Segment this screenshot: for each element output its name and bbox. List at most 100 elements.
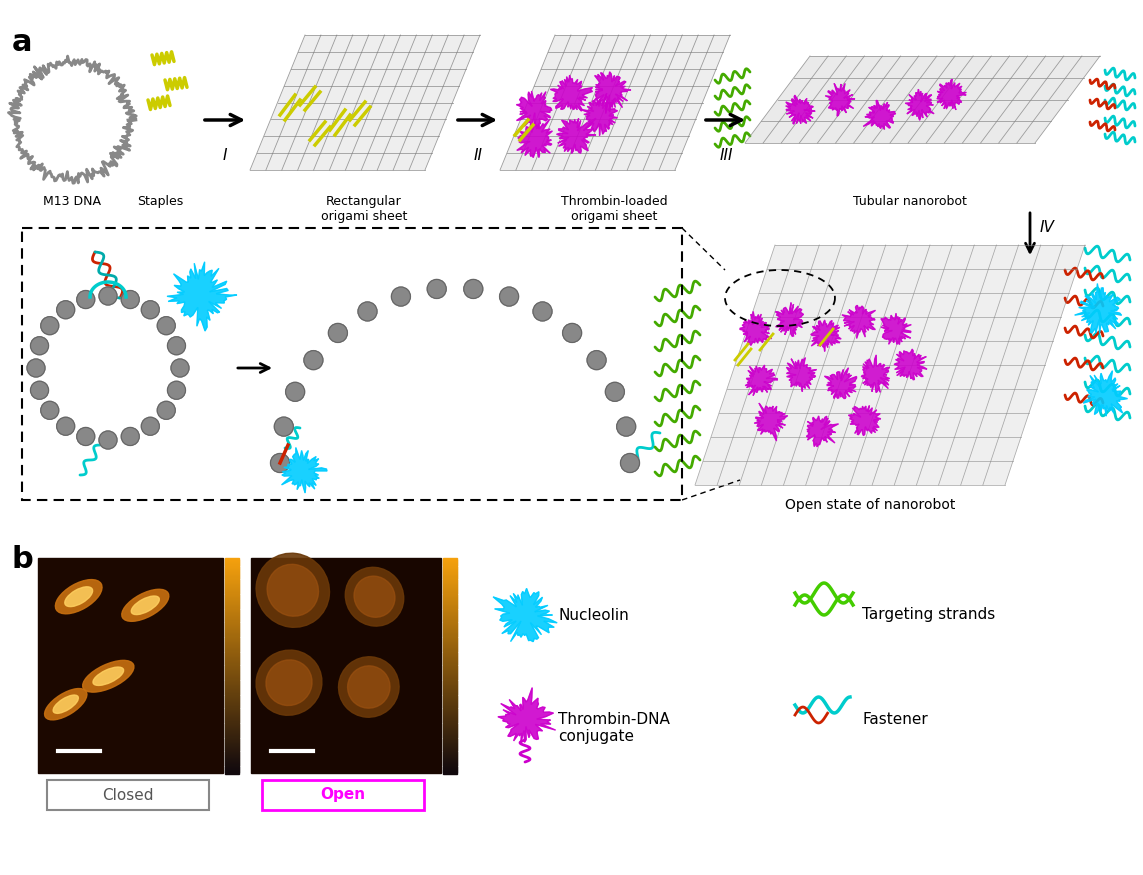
Polygon shape xyxy=(557,118,596,154)
Bar xyxy=(443,752,457,754)
Bar xyxy=(443,669,457,673)
Bar xyxy=(443,719,457,723)
Polygon shape xyxy=(848,406,881,436)
Bar xyxy=(443,672,457,676)
Bar xyxy=(225,743,239,746)
Polygon shape xyxy=(250,35,480,170)
Bar xyxy=(443,753,457,757)
FancyBboxPatch shape xyxy=(47,780,209,810)
Bar xyxy=(225,597,239,600)
Bar xyxy=(443,575,457,578)
Bar xyxy=(443,697,457,701)
Ellipse shape xyxy=(266,660,312,705)
Circle shape xyxy=(57,417,74,435)
Bar xyxy=(225,741,239,744)
Polygon shape xyxy=(1084,371,1127,416)
Ellipse shape xyxy=(267,564,319,616)
Bar xyxy=(443,573,457,577)
Bar xyxy=(225,626,239,630)
Bar xyxy=(251,558,441,773)
Polygon shape xyxy=(894,349,927,380)
Bar xyxy=(225,579,239,583)
Bar xyxy=(443,625,457,627)
Polygon shape xyxy=(775,303,804,336)
Bar xyxy=(443,766,457,770)
Text: IV: IV xyxy=(1040,220,1055,235)
Bar xyxy=(443,687,457,690)
Polygon shape xyxy=(810,320,841,352)
Bar xyxy=(443,642,457,645)
Bar xyxy=(225,634,239,636)
Bar xyxy=(225,769,239,772)
Bar xyxy=(225,607,239,611)
Bar xyxy=(225,622,239,626)
Bar xyxy=(443,745,457,748)
Bar xyxy=(225,638,239,640)
Bar xyxy=(225,591,239,593)
Bar xyxy=(225,584,239,587)
Bar xyxy=(443,607,457,611)
Bar xyxy=(225,640,239,643)
Polygon shape xyxy=(499,35,730,170)
Bar xyxy=(225,762,239,766)
Ellipse shape xyxy=(354,576,395,617)
Polygon shape xyxy=(863,101,896,130)
Bar xyxy=(443,715,457,718)
Bar xyxy=(225,760,239,763)
Bar xyxy=(443,713,457,716)
Bar xyxy=(225,588,239,592)
Bar xyxy=(225,724,239,727)
Circle shape xyxy=(41,317,58,334)
Bar xyxy=(225,682,239,686)
Bar xyxy=(225,756,239,759)
Bar xyxy=(225,766,239,770)
Bar xyxy=(225,582,239,584)
Bar xyxy=(443,681,457,683)
Bar xyxy=(443,601,457,604)
Bar xyxy=(225,612,239,615)
Bar xyxy=(443,769,457,772)
Circle shape xyxy=(171,359,189,377)
Bar xyxy=(225,728,239,731)
Bar xyxy=(443,582,457,584)
Circle shape xyxy=(158,317,175,334)
Text: Thrombin-loaded
origami sheet: Thrombin-loaded origami sheet xyxy=(561,195,668,223)
Bar xyxy=(443,704,457,707)
Polygon shape xyxy=(517,120,552,158)
Bar xyxy=(443,728,457,731)
Bar xyxy=(225,614,239,617)
Ellipse shape xyxy=(256,650,322,715)
Bar xyxy=(225,738,239,742)
Bar xyxy=(443,564,457,568)
Bar xyxy=(443,771,457,774)
Text: M13 DNA: M13 DNA xyxy=(43,195,101,208)
Text: I: I xyxy=(223,148,227,163)
Bar xyxy=(225,696,239,699)
Text: b: b xyxy=(11,545,34,574)
Circle shape xyxy=(617,417,636,436)
Bar xyxy=(225,620,239,624)
Ellipse shape xyxy=(53,695,79,713)
Bar xyxy=(225,625,239,627)
Circle shape xyxy=(606,382,624,402)
Polygon shape xyxy=(862,355,889,393)
Bar xyxy=(225,710,239,714)
Bar xyxy=(225,691,239,695)
Circle shape xyxy=(286,382,305,402)
Bar xyxy=(443,706,457,710)
Bar xyxy=(443,569,457,572)
Ellipse shape xyxy=(55,579,102,613)
Bar xyxy=(225,713,239,716)
Bar xyxy=(443,598,457,602)
Text: Fastener: Fastener xyxy=(862,712,928,727)
Polygon shape xyxy=(167,262,237,331)
Bar xyxy=(443,584,457,587)
Circle shape xyxy=(142,417,159,435)
Text: II: II xyxy=(473,148,482,163)
Circle shape xyxy=(168,382,185,399)
Bar xyxy=(225,758,239,761)
Bar xyxy=(225,558,239,561)
Bar xyxy=(225,721,239,724)
Text: Staples: Staples xyxy=(137,195,183,208)
Bar xyxy=(225,715,239,718)
